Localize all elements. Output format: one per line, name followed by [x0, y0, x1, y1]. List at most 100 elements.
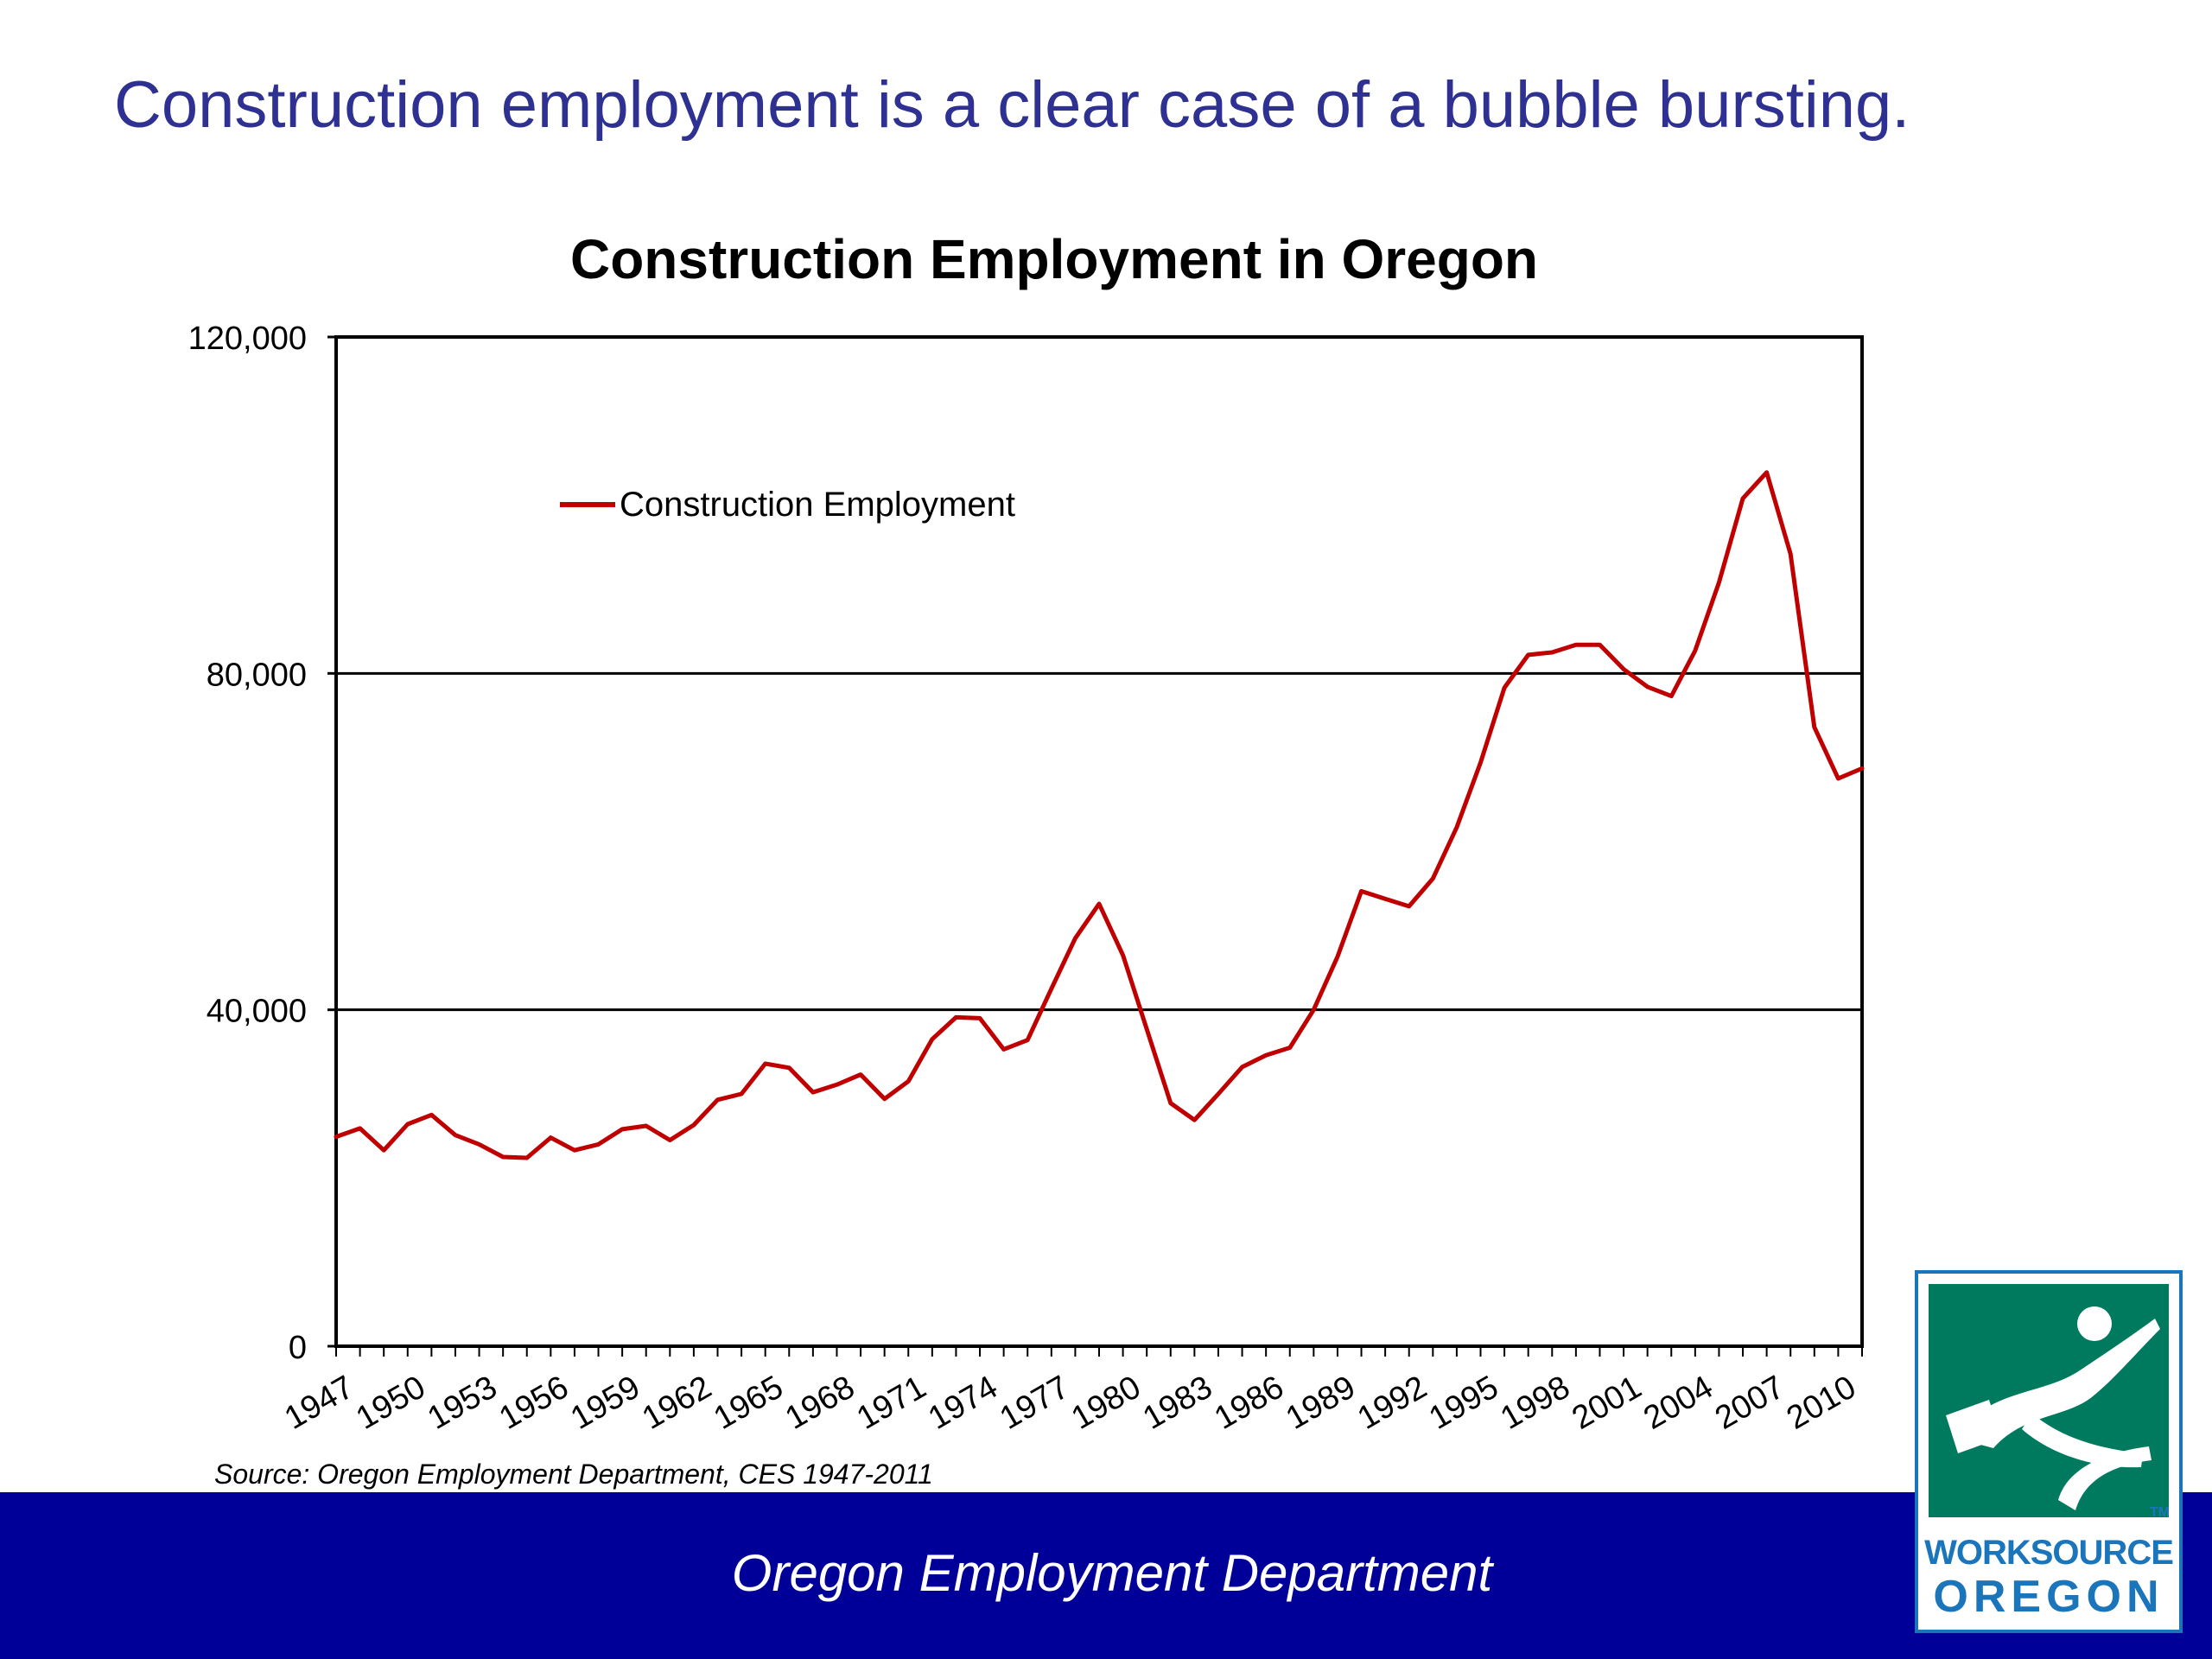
data-point: [1097, 902, 1101, 906]
data-point: [501, 1155, 505, 1159]
data-point: [1669, 694, 1674, 698]
x-axis-ticks: [335, 1346, 1863, 1357]
x-tick-label: 1956: [493, 1369, 575, 1437]
data-point: [405, 1122, 410, 1127]
x-tick-label: 1989: [1280, 1369, 1361, 1437]
data-point: [620, 1127, 625, 1131]
data-point: [334, 1135, 338, 1139]
data-point: [787, 1065, 791, 1070]
data-point: [930, 1037, 934, 1041]
data-point: [1717, 581, 1721, 585]
plot-frame: [334, 335, 1864, 1348]
data-point: [763, 1061, 767, 1065]
data-point: [1741, 496, 1745, 500]
data-point: [382, 1148, 386, 1153]
data-point: [810, 1090, 815, 1095]
x-tick-label: 1962: [636, 1369, 717, 1437]
data-point: [954, 1015, 958, 1020]
x-tick-label: 1974: [923, 1369, 1004, 1437]
data-point: [1454, 825, 1459, 830]
data-point: [1026, 1038, 1030, 1042]
y-tick-label: 40,000: [207, 994, 307, 1030]
data-point: [1240, 1065, 1244, 1069]
x-tick-label: 1983: [1137, 1369, 1218, 1437]
x-tick-label: 1992: [1351, 1369, 1433, 1437]
data-point: [1264, 1053, 1268, 1058]
data-point: [715, 1097, 720, 1102]
y-tick-label: 80,000: [207, 657, 307, 693]
data-point: [859, 1072, 863, 1077]
data-point: [740, 1092, 744, 1096]
data-point: [978, 1016, 982, 1020]
data-point: [1192, 1118, 1197, 1122]
data-point: [835, 1083, 839, 1087]
footer-band: [0, 1492, 2212, 1659]
data-point: [1573, 643, 1578, 647]
x-tick-label: 1995: [1423, 1369, 1504, 1437]
x-tick-label: 1947: [278, 1369, 359, 1437]
x-tick-label: 2004: [1637, 1369, 1719, 1437]
x-tick-label: 1986: [1209, 1369, 1290, 1437]
data-point: [882, 1096, 887, 1101]
x-tick-label: 1959: [565, 1369, 646, 1437]
chart-title: Construction Employment in Oregon: [570, 228, 1538, 290]
x-axis-labels: 1947195019531956195919621965196819711974…: [278, 1369, 1862, 1437]
data-point: [1860, 766, 1864, 771]
data-point: [906, 1079, 911, 1084]
data-point: [1168, 1101, 1173, 1105]
data-point: [1836, 777, 1840, 780]
trademark: TM: [2150, 1505, 2171, 1520]
x-tick-label: 2007: [1709, 1369, 1790, 1437]
y-tick-label: 120,000: [188, 321, 307, 357]
runner-logo-icon: [1929, 1284, 2169, 1517]
series-group: [334, 470, 1865, 1160]
data-point: [477, 1142, 481, 1147]
worksource-oregon-logo: TM WORKSOURCE OREGON: [1915, 1270, 2183, 1633]
data-point: [1812, 725, 1816, 729]
x-tick-label: 1980: [1065, 1369, 1147, 1437]
slide-title: Construction employment is a clear case …: [114, 68, 1910, 142]
data-point: [1598, 643, 1602, 647]
data-point: [1145, 1027, 1149, 1032]
x-tick-label: 1950: [350, 1369, 431, 1437]
y-axis-ticks: [327, 335, 336, 1348]
x-tick-label: 2010: [1781, 1369, 1862, 1437]
data-point: [1503, 685, 1507, 690]
data-point: [1431, 876, 1435, 880]
data-point: [549, 1135, 553, 1140]
data-point: [1312, 1007, 1316, 1012]
x-tick-label: 2001: [1567, 1369, 1648, 1437]
data-point: [1073, 936, 1077, 940]
data-point: [429, 1113, 434, 1117]
grid-lines: [336, 671, 1862, 1012]
data-point: [1383, 897, 1388, 901]
data-point: [668, 1138, 672, 1142]
data-point: [1359, 889, 1363, 893]
logo-word-worksource: WORKSOURCE: [1924, 1534, 2174, 1572]
data-point: [524, 1155, 529, 1160]
x-tick-label: 1977: [994, 1369, 1075, 1437]
x-tick-label: 1965: [708, 1369, 789, 1437]
series-line-construction-employment: [334, 470, 1865, 1160]
y-axis-labels: 0 40,000 80,000 120,000: [188, 321, 307, 1366]
data-point: [1216, 1092, 1220, 1096]
x-tick-label: 1998: [1495, 1369, 1576, 1437]
source-note: Source: Oregon Employment Department, CE…: [214, 1459, 933, 1490]
x-tick-label: 1971: [851, 1369, 932, 1437]
data-point: [1407, 904, 1411, 908]
logo-word-oregon: OREGON: [1933, 1572, 2164, 1622]
data-point: [358, 1126, 362, 1130]
data-point: [1764, 470, 1769, 474]
data-point: [453, 1133, 457, 1137]
y-tick-label: 0: [289, 1330, 307, 1366]
data-point: [1789, 552, 1793, 556]
data-point: [1121, 953, 1125, 957]
data-point: [1645, 684, 1649, 689]
construction-employment-chart: Construction Employment in Oregon 0 40,00…: [188, 228, 1865, 1437]
data-point: [1478, 760, 1483, 765]
x-tick-label: 1968: [779, 1369, 861, 1437]
data-point: [1001, 1047, 1006, 1052]
data-point: [572, 1148, 576, 1153]
data-point: [1693, 649, 1697, 653]
data-point: [644, 1123, 648, 1128]
